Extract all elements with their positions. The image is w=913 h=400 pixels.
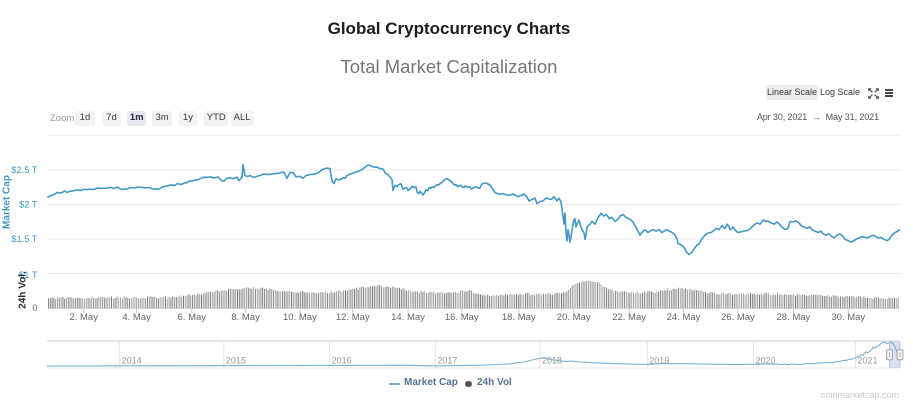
svg-text:2016: 2016 — [332, 356, 352, 366]
svg-text:26. May: 26. May — [721, 312, 755, 323]
svg-text:12. May: 12. May — [336, 312, 370, 323]
svg-text:2020: 2020 — [756, 356, 776, 366]
svg-text:24h Vol.: 24h Vol. — [18, 271, 29, 309]
svg-text:10. May: 10. May — [283, 312, 317, 323]
svg-text:4. May: 4. May — [122, 312, 151, 323]
svg-text:18. May: 18. May — [502, 312, 536, 323]
svg-text:6. May: 6. May — [178, 312, 207, 323]
svg-text:$1 T: $1 T — [19, 270, 38, 280]
svg-text:$2.5 T: $2.5 T — [11, 165, 38, 175]
svg-text:16. May: 16. May — [445, 312, 479, 323]
svg-text:30. May: 30. May — [831, 312, 865, 323]
svg-text:2021: 2021 — [858, 356, 878, 366]
svg-text:2017: 2017 — [437, 356, 457, 366]
svg-text:28. May: 28. May — [777, 312, 811, 323]
svg-text:24. May: 24. May — [667, 312, 701, 323]
svg-text:22. May: 22. May — [612, 312, 646, 323]
svg-text:$1.5 T: $1.5 T — [11, 234, 38, 244]
svg-text:2015: 2015 — [226, 356, 246, 366]
svg-text:Market Cap: Market Cap — [2, 175, 13, 229]
svg-text:2019: 2019 — [649, 356, 669, 366]
svg-text:20. May: 20. May — [557, 312, 591, 323]
svg-text:14. May: 14. May — [391, 312, 425, 323]
svg-text:8. May: 8. May — [231, 312, 260, 323]
svg-text:2. May: 2. May — [69, 312, 98, 323]
svg-text:0: 0 — [32, 303, 37, 313]
svg-text:$2 T: $2 T — [19, 200, 38, 210]
svg-text:2014: 2014 — [122, 356, 142, 366]
svg-text:2018: 2018 — [542, 356, 562, 366]
